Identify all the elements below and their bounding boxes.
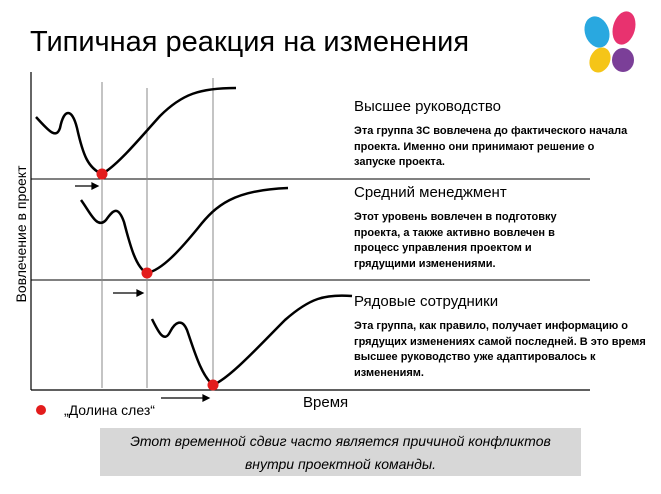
note-line-1: Этот временной сдвиг часто является прич…: [130, 433, 551, 449]
legend-marker: [36, 405, 46, 415]
y-axis-label: Вовлечение в проект: [13, 165, 29, 303]
butterfly-logo-icon: [584, 11, 636, 73]
valley-marker-top: [96, 168, 108, 180]
page-title: Типичная реакция на изменения: [30, 26, 470, 58]
time-shift-arrow-1: [75, 182, 100, 190]
note-line-2: внутри проектной команды.: [244, 456, 437, 472]
curve-employees: [150, 294, 353, 387]
group-title-top-management: Высшее руководство: [354, 98, 501, 115]
x-axis-label: Время: [303, 394, 349, 411]
group-desc-middle-management: Этот уровень вовлечен в подготовку проек…: [354, 211, 557, 270]
legend: „Долина слез“: [36, 402, 155, 418]
group-title-middle-management: Средний менеджмент: [354, 184, 507, 201]
group-title-employees: Рядовые сотрудники: [354, 293, 499, 310]
note-box: Этот временной сдвиг часто является прич…: [100, 428, 581, 476]
time-shift-arrow-3: [161, 394, 211, 402]
valley-marker-bottom: [207, 379, 219, 391]
group-desc-employees: Эта группа, как правило, получает информ…: [354, 320, 646, 379]
valley-marker-middle: [141, 267, 153, 279]
curve-middle-management: [79, 186, 289, 275]
group-desc-top-management: Эта группа 3С вовлечена до фактического …: [354, 125, 628, 168]
time-shift-arrow-2: [113, 289, 145, 297]
curve-top-management: [35, 86, 237, 176]
legend-label: „Долина слез“: [64, 402, 155, 418]
